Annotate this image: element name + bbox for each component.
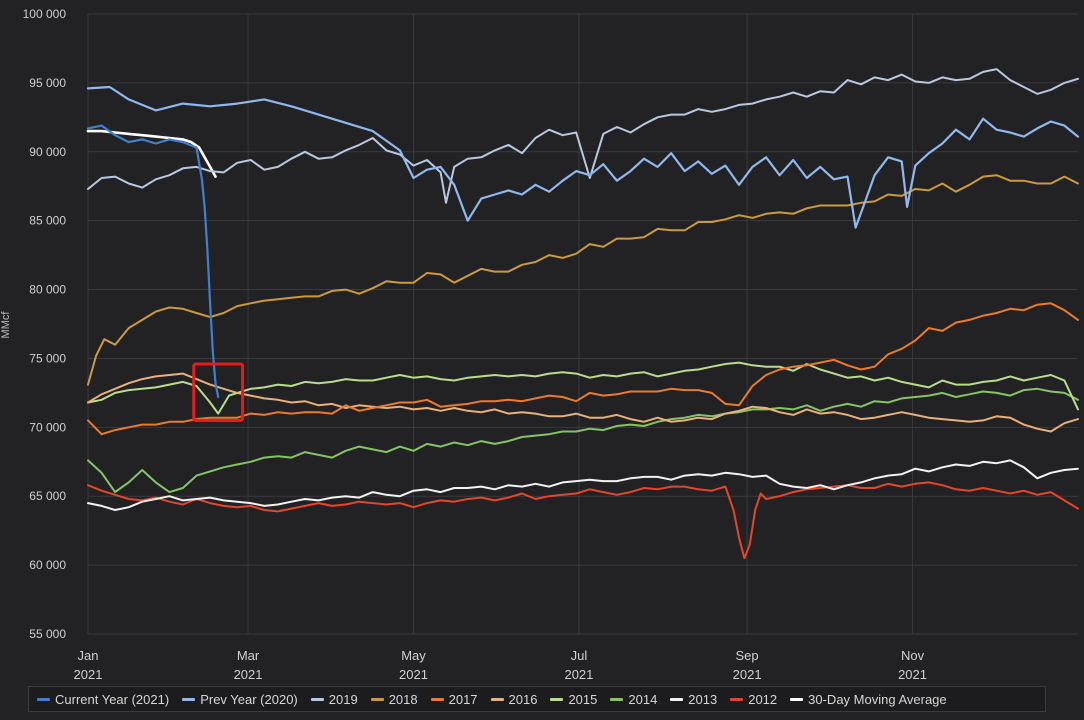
y-tick-label: 95 000 bbox=[29, 76, 66, 90]
legend-item-2017[interactable]: 2017 bbox=[430, 691, 478, 707]
legend-label: 2017 bbox=[448, 691, 478, 707]
legend-item-2016[interactable]: 2016 bbox=[490, 691, 538, 707]
series-line-current-year-2021 bbox=[86, 124, 220, 399]
y-tick-label: 75 000 bbox=[29, 351, 66, 365]
series-line-2012 bbox=[87, 481, 1079, 560]
legend-swatch bbox=[310, 697, 324, 701]
legend-label: 2012 bbox=[748, 691, 778, 707]
y-tick-label: 85 000 bbox=[29, 214, 66, 228]
legend-label: 30-Day Moving Average bbox=[808, 691, 947, 707]
y-tick-label: 100 000 bbox=[23, 7, 67, 21]
legend-swatch bbox=[790, 697, 804, 701]
legend-swatch bbox=[430, 697, 444, 701]
legend-label: 2018 bbox=[388, 691, 418, 707]
legend-label: 2019 bbox=[328, 691, 358, 707]
y-tick-label: 70 000 bbox=[29, 420, 66, 434]
x-tick-label-year: 2021 bbox=[74, 667, 103, 682]
y-tick-label: 60 000 bbox=[29, 558, 66, 572]
legend-swatch bbox=[670, 697, 684, 701]
x-tick-label-year: 2021 bbox=[234, 667, 263, 682]
legend-item-current-year-2021[interactable]: Current Year (2021) bbox=[37, 692, 169, 707]
y-tick-label: 90 000 bbox=[29, 145, 66, 159]
legend-swatch bbox=[370, 697, 384, 701]
x-tick-label-month: May bbox=[401, 648, 426, 663]
x-tick-label-month: Sep bbox=[736, 648, 759, 663]
chart-legend: Current Year (2021) Prev Year (2020) 2019 2… bbox=[28, 686, 1046, 712]
highlight-rectangle bbox=[192, 362, 245, 422]
y-tick-label: 65 000 bbox=[29, 489, 66, 503]
legend-item-prev-year-2020[interactable]: Prev Year (2020) bbox=[182, 692, 298, 707]
series-line-2017 bbox=[87, 302, 1079, 436]
x-tick-label-month: Mar bbox=[237, 648, 260, 663]
legend-label: 2015 bbox=[568, 691, 598, 707]
series-line-prev-year-2020 bbox=[86, 85, 1080, 229]
x-tick-label-year: 2021 bbox=[733, 667, 762, 682]
legend-label: 2014 bbox=[628, 691, 658, 707]
x-tick-label-year: 2021 bbox=[898, 667, 927, 682]
series-line-2013 bbox=[87, 459, 1079, 511]
series-line-2014 bbox=[87, 387, 1079, 494]
legend-item-30-day-moving-average[interactable]: 30-Day Moving Average bbox=[790, 692, 947, 707]
y-tick-label: 80 000 bbox=[29, 283, 66, 297]
legend-label: Prev Year (2020) bbox=[200, 691, 298, 707]
legend-item-2018[interactable]: 2018 bbox=[370, 691, 418, 707]
series-line-2016 bbox=[87, 372, 1079, 433]
y-axis-label: MMcf bbox=[0, 311, 12, 339]
x-tick-label-year: 2021 bbox=[564, 667, 593, 682]
x-tick-label-month: Nov bbox=[901, 648, 925, 663]
legend-label: 2013 bbox=[688, 691, 718, 707]
legend-label: 2016 bbox=[508, 691, 538, 707]
legend-swatch bbox=[550, 697, 564, 701]
legend-swatch bbox=[182, 697, 196, 701]
legend-item-2013[interactable]: 2013 bbox=[670, 692, 717, 707]
x-tick-label-month: Jul bbox=[571, 648, 588, 663]
series-line-2019 bbox=[87, 68, 1079, 204]
x-tick-label-month: Jan bbox=[78, 648, 99, 663]
legend-label: Current Year (2021) bbox=[55, 691, 170, 707]
legend-item-2015[interactable]: 2015 bbox=[550, 692, 597, 707]
series-line-30-day-moving-average bbox=[86, 129, 217, 178]
y-tick-label: 55 000 bbox=[29, 627, 66, 641]
legend-item-2012[interactable]: 2012 bbox=[730, 692, 777, 707]
legend-swatch bbox=[730, 697, 744, 701]
legend-swatch bbox=[490, 697, 504, 701]
legend-swatch bbox=[37, 697, 50, 701]
legend-item-2019[interactable]: 2019 bbox=[310, 691, 358, 707]
legend-item-2014[interactable]: 2014 bbox=[610, 692, 657, 707]
legend-swatch bbox=[610, 697, 624, 701]
x-tick-label-year: 2021 bbox=[399, 667, 428, 682]
